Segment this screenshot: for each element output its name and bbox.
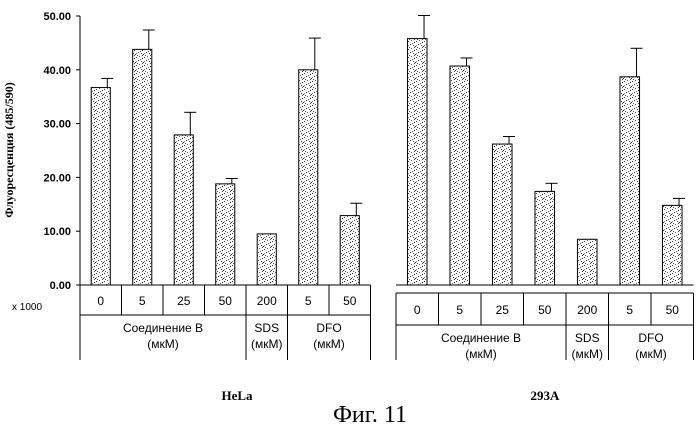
group-unit-label: (мкМ): [635, 347, 667, 361]
group-label: DFO: [316, 321, 341, 335]
category-label: 5: [305, 294, 312, 308]
panel-label-hela: HeLa: [221, 388, 253, 403]
y-tick-label: 40.00: [43, 65, 71, 77]
bar-293a-0: [406, 38, 428, 286]
category-label: 50: [219, 294, 233, 308]
category-label: 0: [97, 294, 104, 308]
group-unit-label: (мкМ): [251, 337, 283, 351]
category-label: 200: [577, 303, 597, 317]
bar-293a-4: [576, 238, 598, 286]
bar-293a-3: [534, 190, 556, 286]
bar-hela-3: [215, 183, 236, 286]
y-tick-label: 0.00: [50, 280, 71, 292]
category-label: 5: [626, 303, 633, 317]
category-label: 5: [139, 294, 146, 308]
bar-hela-2: [173, 134, 194, 286]
group-unit-label: (мкМ): [572, 347, 604, 361]
category-label: 5: [456, 303, 463, 317]
category-label: 200: [257, 294, 277, 308]
y-tick-label: 10.00: [43, 226, 71, 238]
category-label: 50: [538, 303, 552, 317]
group-unit-label: (мкМ): [313, 337, 345, 351]
bar-293a-5: [619, 76, 641, 286]
category-label: 25: [496, 303, 510, 317]
bar-hela-0: [90, 87, 111, 286]
y-tick-label: 50.00: [43, 11, 71, 23]
bar-hela-5: [298, 69, 319, 286]
plot-area: [80, 14, 694, 286]
panel-label-293a: 293A: [531, 388, 561, 403]
bar-hela-6: [339, 215, 360, 286]
y-tick-label: 20.00: [43, 172, 71, 184]
group-label: SDS: [254, 321, 279, 335]
group-unit-label: (мкМ): [147, 337, 179, 351]
category-label: 0: [414, 303, 421, 317]
y-tick-label: 30.00: [43, 119, 71, 131]
bar-293a-2: [491, 143, 513, 286]
group-label: DFO: [638, 331, 663, 345]
figure-caption: Фиг. 11: [333, 402, 407, 428]
y-axis: 0.00 10.00 20.00 30.00 40.00 50.00: [43, 11, 81, 292]
group-unit-label: (мкМ): [465, 347, 497, 361]
y-axis-label: Флуоресценция (485/590): [2, 82, 16, 217]
group-label: Соединение В: [123, 321, 203, 335]
bar-293a-6: [661, 204, 683, 286]
y-multiplier-label: x 1000: [12, 302, 42, 313]
category-label: 25: [177, 294, 191, 308]
group-label: SDS: [575, 331, 600, 345]
bar-hela-1: [132, 48, 153, 286]
bar-293a-1: [449, 65, 471, 286]
category-label: 50: [666, 303, 680, 317]
bar-hela-4: [256, 233, 277, 286]
group-label: Соединение В: [441, 331, 521, 345]
category-label: 50: [343, 294, 357, 308]
